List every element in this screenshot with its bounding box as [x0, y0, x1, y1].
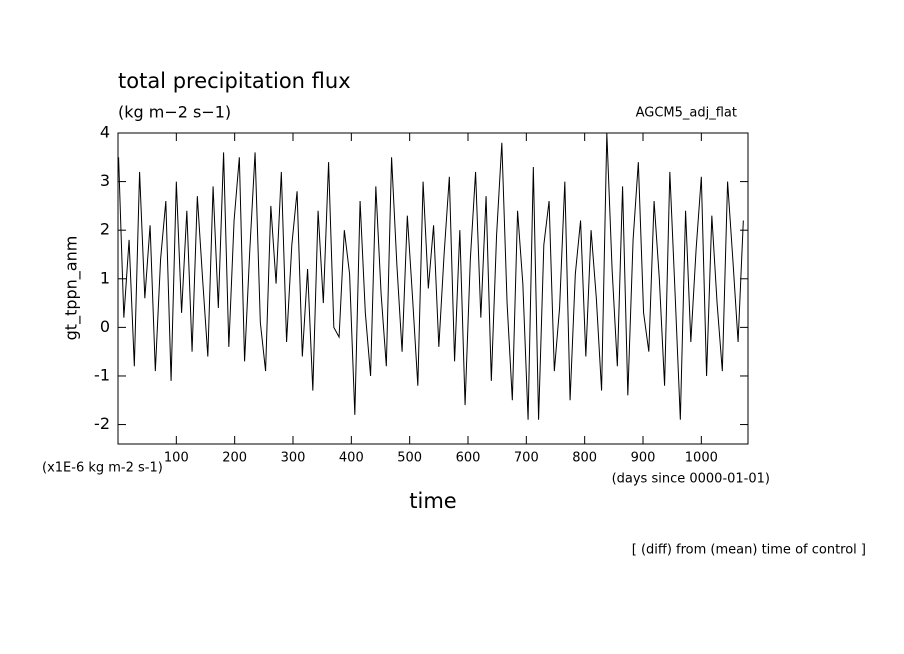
x-tick-label: 100 — [164, 451, 189, 466]
x-tick-label: 800 — [572, 451, 597, 466]
x-tick-label: 1000 — [685, 451, 718, 466]
y-tick-label: 2 — [100, 220, 110, 239]
x-tick-label: 900 — [631, 451, 656, 466]
footer: [ (diff) from (mean) time of control ] — [632, 543, 866, 558]
data-line — [118, 132, 744, 420]
x-tick-label: 600 — [456, 451, 481, 466]
x-tick-label: 700 — [514, 451, 539, 466]
y-tick-label: 4 — [100, 123, 110, 142]
x-tick-label: 200 — [222, 451, 247, 466]
y-tick-label: 1 — [100, 268, 110, 287]
x-unit-note: (days since 0000-01-01) — [612, 472, 770, 487]
y-unit-note: (x1E-6 kg m-2 s-1) — [42, 461, 163, 476]
x-tick-label: 500 — [397, 451, 422, 466]
plot-frame — [117, 132, 749, 445]
chart-subtitle: (kg m−2 s−1) — [118, 103, 231, 122]
x-tick-label: 300 — [281, 451, 306, 466]
y-axis-label: gt_tppn_anm — [62, 236, 82, 341]
y-tick-label: -2 — [94, 414, 110, 433]
y-tick-label: -1 — [94, 365, 110, 384]
annotation: AGCM5_adj_flat — [636, 106, 737, 121]
x-tick-label: 400 — [339, 451, 364, 466]
x-axis-label: time — [409, 489, 456, 513]
y-tick-label: 3 — [100, 171, 110, 190]
y-tick-label: 0 — [100, 317, 110, 336]
chart-title: total precipitation flux — [118, 69, 351, 93]
